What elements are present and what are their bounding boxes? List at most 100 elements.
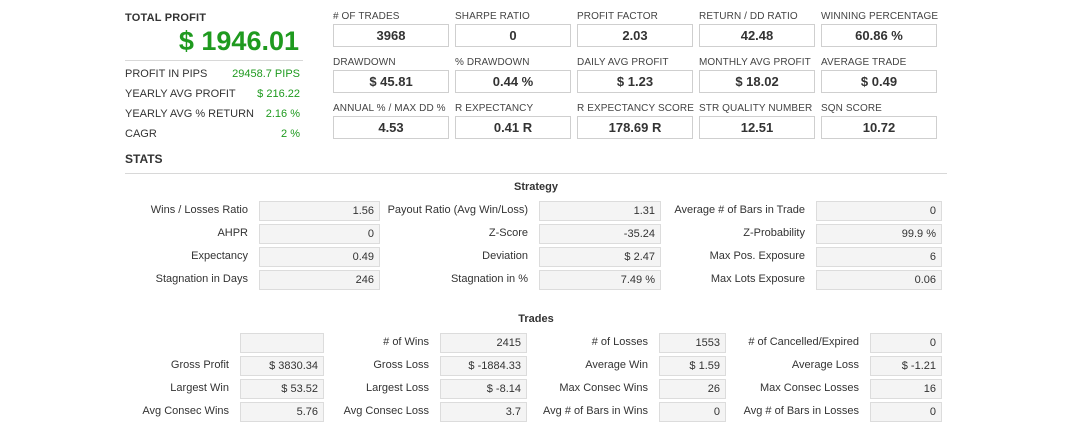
trades-label: Avg Consec Wins: [142, 405, 229, 417]
strategy-label: Average # of Bars in Trade: [674, 204, 805, 216]
metric-label: ANNUAL % / MAX DD %: [333, 103, 446, 114]
metric-value-box: 4.53: [333, 116, 449, 139]
metric-value-box: 0: [455, 24, 571, 47]
summary-row-profit-pips: PROFIT IN PIPS 29458.7 PIPS: [125, 68, 300, 86]
metric-value-box: 0.41 R: [455, 116, 571, 139]
trades-value-cell: 0: [659, 402, 726, 422]
metric-value-box: $ 45.81: [333, 70, 449, 93]
summary-key: CAGR: [125, 128, 157, 140]
trades-label: Avg # of Bars in Wins: [543, 405, 648, 417]
trades-label: Largest Loss: [366, 382, 429, 394]
trades-value-cell: 5.76: [240, 402, 324, 422]
metric-label: MONTHLY AVG PROFIT: [699, 57, 811, 68]
strategy-label: Expectancy: [191, 250, 248, 262]
trades-value-cell: [240, 333, 324, 353]
strategy-value-cell: 7.49 %: [539, 270, 661, 290]
metric-value-box: 42.48: [699, 24, 815, 47]
trades-label: Average Win: [585, 359, 648, 371]
metric-label: DRAWDOWN: [333, 57, 396, 68]
summary-value: 29458.7 PIPS: [232, 68, 300, 80]
metric-label: WINNING PERCENTAGE: [821, 11, 939, 22]
trades-label: Average Loss: [791, 359, 859, 371]
summary-value: 2.16 %: [265, 108, 300, 120]
trades-value-cell: $ -1.21: [870, 356, 942, 376]
metric-label: RETURN / DD RATIO: [699, 11, 798, 22]
strategy-value-cell: -35.24: [539, 224, 661, 244]
strategy-value-cell: 1.31: [539, 201, 661, 221]
trades-value-cell: $ 3830.34: [240, 356, 324, 376]
trades-label: Gross Loss: [373, 359, 429, 371]
strategy-label: Stagnation in Days: [155, 273, 248, 285]
trades-label: # of Cancelled/Expired: [748, 336, 859, 348]
summary-value: 2 %: [281, 128, 300, 140]
metric-value-box: $ 0.49: [821, 70, 937, 93]
trades-value-cell: $ 53.52: [240, 379, 324, 399]
strategy-value-cell: 0.49: [259, 247, 380, 267]
strategy-label: Wins / Losses Ratio: [150, 204, 248, 216]
stats-title: STATS: [125, 152, 163, 166]
summary-row-yearly-avg-return: YEARLY AVG % RETURN 2.16 %: [125, 108, 300, 126]
metric-label: SHARPE RATIO: [455, 11, 530, 22]
metric-value-box: $ 1.23: [577, 70, 693, 93]
strategy-label: Payout Ratio (Avg Win/Loss): [387, 204, 528, 216]
trades-title: Trades: [518, 313, 554, 325]
strategy-label: Max Lots Exposure: [710, 273, 805, 285]
metric-value-box: 178.69 R: [577, 116, 693, 139]
trades-value-cell: 0: [870, 333, 942, 353]
strategy-value-cell: 0: [816, 201, 942, 221]
strategy-label: Z-Score: [488, 227, 528, 239]
summary-key: PROFIT IN PIPS: [125, 68, 208, 80]
strategy-value-cell: 0.06: [816, 270, 942, 290]
trades-label: # of Wins: [383, 336, 429, 348]
metric-label: % DRAWDOWN: [455, 57, 530, 68]
metric-value-box: 0.44 %: [455, 70, 571, 93]
trades-label: Avg Consec Loss: [343, 405, 429, 417]
trades-label: # of Losses: [591, 336, 648, 348]
strategy-label: AHPR: [217, 227, 248, 239]
trades-value-cell: $ 1.59: [659, 356, 726, 376]
trades-value-cell: $ -8.14: [440, 379, 527, 399]
total-profit-label: TOTAL PROFIT: [125, 12, 207, 24]
metric-value-box: $ 18.02: [699, 70, 815, 93]
trades-label: Gross Profit: [170, 359, 229, 371]
trades-value-cell: $ -1884.33: [440, 356, 527, 376]
divider: [125, 60, 303, 61]
metric-label: DAILY AVG PROFIT: [577, 57, 669, 68]
trades-value-cell: 0: [870, 402, 942, 422]
summary-row-yearly-avg-profit: YEARLY AVG PROFIT $ 216.22: [125, 88, 300, 106]
trades-value-cell: 16: [870, 379, 942, 399]
metric-value-box: 12.51: [699, 116, 815, 139]
metric-value-box: 3968: [333, 24, 449, 47]
strategy-value-cell: 0: [259, 224, 380, 244]
metric-label: SQN SCORE: [821, 103, 882, 114]
trades-value-cell: 26: [659, 379, 726, 399]
summary-key: YEARLY AVG PROFIT: [125, 88, 236, 100]
trades-label: Avg # of Bars in Losses: [743, 405, 859, 417]
metric-label: R EXPECTANCY SCORE: [577, 103, 695, 114]
trades-value-cell: 1553: [659, 333, 726, 353]
strategy-label: Max Pos. Exposure: [709, 250, 805, 262]
trades-value-cell: 3.7: [440, 402, 527, 422]
strategy-value-cell: 246: [259, 270, 380, 290]
strategy-label: Stagnation in %: [450, 273, 528, 285]
metric-label: AVERAGE TRADE: [821, 57, 907, 68]
trades-label: Largest Win: [170, 382, 229, 394]
strategy-title: Strategy: [513, 181, 559, 193]
divider: [125, 173, 947, 174]
strategy-value-cell: 6: [816, 247, 942, 267]
strategy-value-cell: $ 2.47: [539, 247, 661, 267]
strategy-label: Deviation: [482, 250, 528, 262]
strategy-label: Z-Probability: [743, 227, 805, 239]
metric-label: PROFIT FACTOR: [577, 11, 658, 22]
metric-value-box: 60.86 %: [821, 24, 937, 47]
summary-value: $ 216.22: [257, 88, 300, 100]
metric-label: STR QUALITY NUMBER: [699, 103, 813, 114]
strategy-value-cell: 99.9 %: [816, 224, 942, 244]
trades-value-cell: 2415: [440, 333, 527, 353]
metric-label: R EXPECTANCY: [455, 103, 534, 114]
summary-key: YEARLY AVG % RETURN: [125, 108, 254, 120]
strategy-value-cell: 1.56: [259, 201, 380, 221]
trades-label: Max Consec Wins: [559, 382, 648, 394]
metric-label: # OF TRADES: [333, 11, 400, 22]
trades-label: Max Consec Losses: [759, 382, 859, 394]
